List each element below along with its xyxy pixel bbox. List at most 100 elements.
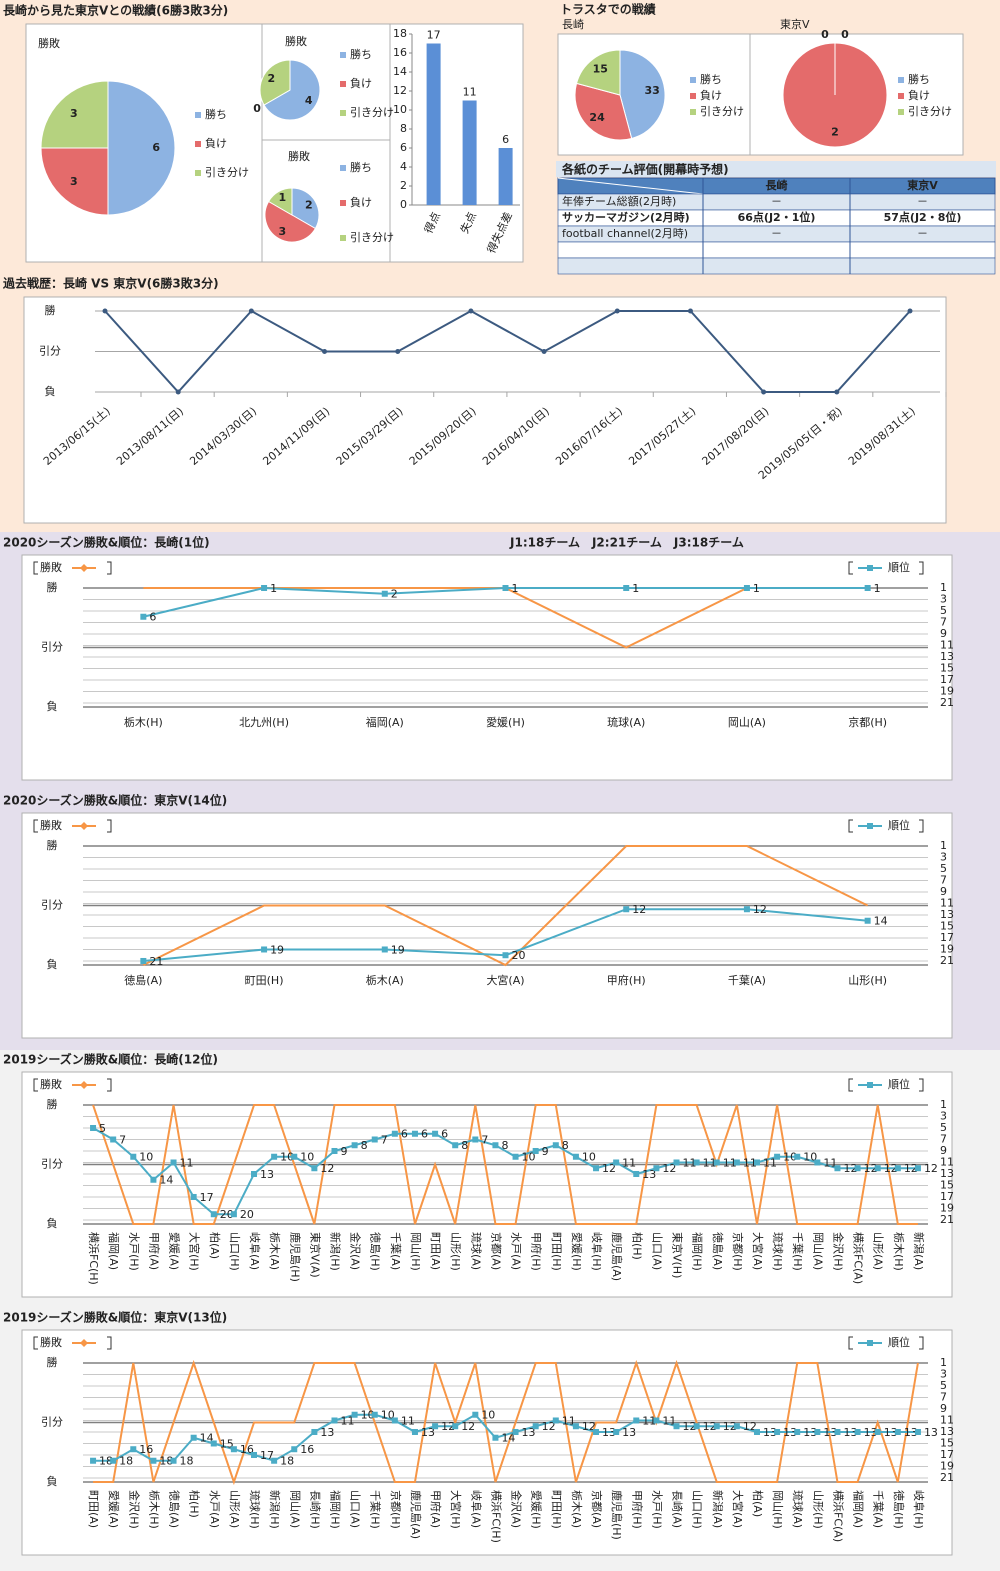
y2-tick-label: 11 (940, 1155, 954, 1168)
point (381, 946, 388, 953)
legend-label: 勝敗 (40, 1335, 62, 1349)
point (541, 349, 547, 354)
y2-tick-label: 3 (940, 592, 947, 605)
data-label: 6 (149, 611, 156, 624)
point (814, 1428, 821, 1435)
point (230, 1446, 237, 1453)
data-label: 18 (99, 1455, 113, 1468)
point (492, 1434, 499, 1441)
point (230, 1211, 237, 1218)
point (774, 1428, 781, 1435)
series-line (93, 1359, 919, 1486)
data-label: 10 (783, 1151, 797, 1164)
point (593, 1428, 600, 1435)
data-label: 12 (632, 903, 646, 916)
legend-label: 順位 (888, 560, 910, 574)
pie-label: 24 (589, 111, 605, 124)
x-tick-label: 長崎(H) (308, 1490, 322, 1529)
legend-label: 順位 (888, 1077, 910, 1091)
data-label: 10 (522, 1151, 536, 1164)
legend-label: 勝ち (350, 47, 372, 61)
data-label: 11 (340, 1414, 354, 1427)
y-tick-label: 12 (393, 84, 407, 97)
series-line (92, 1104, 918, 1225)
point (391, 1130, 398, 1137)
x-tick-label: 徳島(A) (168, 1490, 182, 1528)
legend-marker (80, 1081, 88, 1089)
y2-tick-label: 1 (940, 839, 947, 852)
point (452, 1423, 459, 1430)
y-tick-label: 引分 (41, 1415, 63, 1429)
x-tick-label: 鹿児島(A) (409, 1490, 423, 1539)
point (210, 1440, 217, 1447)
y2-tick-label: 9 (940, 627, 947, 640)
legend-bracket (107, 1336, 112, 1350)
y2-tick-label: 11 (940, 896, 954, 909)
point (532, 1147, 539, 1154)
legend-label: 順位 (888, 1335, 910, 1349)
series-line (92, 1127, 918, 1216)
x-tick-label: 岐阜(H) (590, 1232, 603, 1271)
x-tick-label: 大宮(A) (751, 1232, 765, 1270)
data-label: 21 (149, 955, 163, 968)
x-tick-label: 金沢(A) (349, 1232, 363, 1270)
pie-slice (575, 49, 621, 96)
legend-label: 負け (205, 137, 227, 150)
x-tick-label: 大宮(A) (731, 1490, 745, 1528)
pie-slice (619, 49, 666, 140)
x-tick-label: 岡山(A) (728, 716, 766, 729)
pie-label: 15 (593, 62, 608, 75)
pie-label: 2 (305, 198, 313, 211)
x-tick-label: 東京V(H) (671, 1232, 685, 1278)
y-tick-label: 勝 (47, 1097, 58, 1111)
pie-label: 3 (278, 225, 286, 238)
pie-label: 0 (253, 102, 261, 115)
point (130, 1153, 137, 1160)
pie-title: 東京V (780, 17, 810, 31)
point (774, 1153, 781, 1160)
legend-swatch (340, 200, 346, 206)
pie-title: 勝敗 (38, 36, 60, 50)
data-label: 13 (320, 1426, 334, 1439)
legend-label: 負け (700, 89, 722, 102)
pie-slice (267, 187, 293, 216)
point (140, 957, 147, 964)
pie-slice (107, 80, 176, 216)
point (102, 308, 108, 314)
data-label: 13 (763, 1426, 777, 1439)
x-tick-label: 徳島(H) (369, 1232, 383, 1271)
x-tick-label: 甲府(H) (607, 973, 646, 987)
x-tick-label: 京都(A) (489, 1232, 503, 1270)
y2-tick-label: 17 (940, 931, 954, 944)
legend-bracket (919, 819, 924, 833)
x-tick-label: 山形(H) (811, 1490, 824, 1529)
y2-tick-label: 15 (940, 1436, 954, 1449)
y2-tick-label: 13 (940, 650, 954, 663)
x-tick-label: 山口(H) (691, 1490, 704, 1529)
data-label: 7 (381, 1133, 388, 1146)
data-label: 12 (542, 1420, 556, 1433)
legend-swatch (340, 52, 346, 58)
legend-label: 勝敗 (40, 818, 62, 832)
legend-bracket (33, 1078, 38, 1092)
y2-tick-label: 5 (940, 1121, 947, 1134)
point (614, 308, 620, 314)
data-label: 1 (270, 582, 277, 595)
data-label: 16 (300, 1443, 314, 1456)
legend-marker (80, 1339, 88, 1347)
x-tick-label: 新潟(H) (328, 1232, 342, 1271)
x-tick-label: 横浜FC(A) (852, 1232, 866, 1284)
legend-bracket (919, 561, 924, 575)
point (271, 1457, 278, 1464)
legend-label: 引き分け (908, 104, 952, 118)
y-tick-label: 4 (400, 160, 407, 173)
box (23, 296, 947, 524)
data-label: 19 (270, 943, 284, 956)
point (432, 1130, 439, 1137)
legend-label: 引き分け (700, 104, 744, 118)
pie-slice (40, 147, 109, 216)
point (834, 389, 840, 395)
data-label: 10 (381, 1409, 395, 1422)
y-tick-label: 勝 (47, 580, 58, 594)
